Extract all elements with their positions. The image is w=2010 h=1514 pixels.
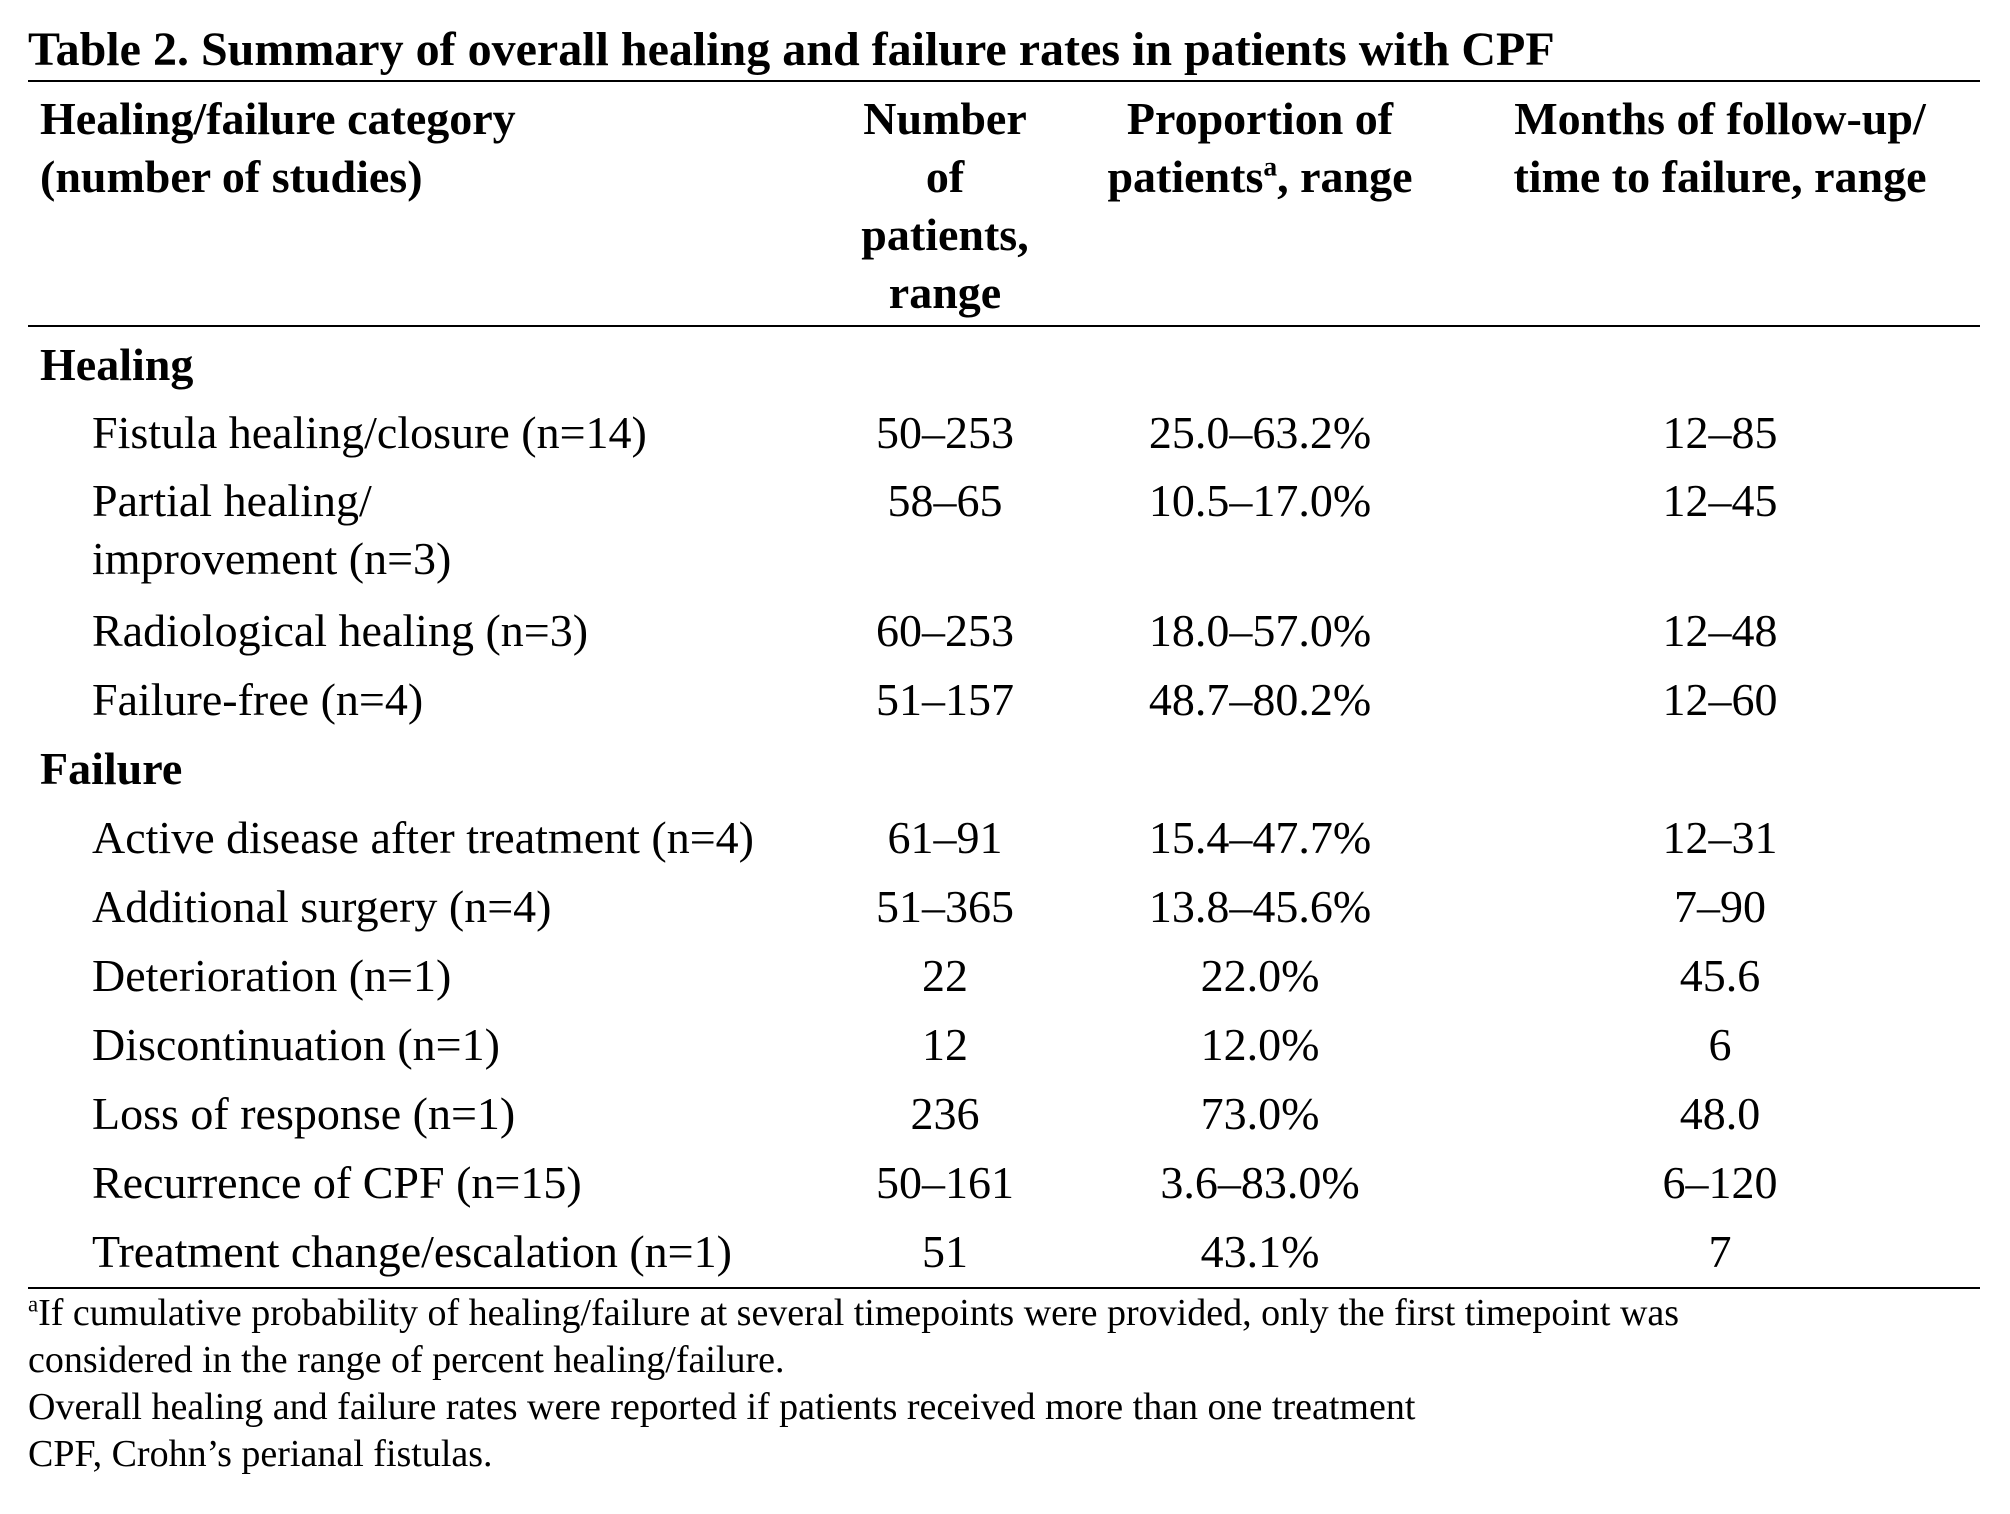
cell-category: Partial healing/ improvement (n=3): [92, 472, 832, 588]
footnote-treatment-note: Overall healing and failure rates were r…: [28, 1386, 1416, 1428]
section-label-failure: Failure: [40, 743, 183, 794]
cell-proportion: 3.6–83.0%: [1160, 1157, 1360, 1208]
cell-number: 51–157: [876, 674, 1014, 725]
header-number-line-3: patients,: [861, 209, 1029, 260]
cell-proportion: 10.5–17.0%: [1148, 475, 1372, 526]
cell-category: Treatment change/escalation (n=1): [92, 1226, 732, 1277]
cell-number: 12: [922, 1019, 968, 1070]
footnote-abbreviation: CPF, Crohn’s perianal fistulas.: [28, 1433, 493, 1475]
cell-number: 51–365: [876, 881, 1014, 932]
table-title: Table 2. Summary of overall healing and …: [28, 23, 1555, 76]
cell-category: Deterioration (n=1): [92, 950, 452, 1001]
cell-months: 7–90: [1674, 881, 1766, 932]
cell-category: Recurrence of CPF (n=15): [92, 1157, 582, 1208]
cell-proportion: 73.0%: [1200, 1088, 1320, 1139]
cell-proportion: 48.7–80.2%: [1148, 674, 1372, 725]
cell-number: 58–65: [887, 475, 1003, 526]
cell-number: 61–91: [887, 812, 1003, 863]
header-category-line-1: Healing/failure category: [40, 93, 516, 144]
section-label-healing: Healing: [40, 339, 194, 390]
cell-proportion: 18.0–57.0%: [1148, 605, 1372, 656]
header-number-of-patients: Number of patients, range: [830, 90, 1060, 322]
header-months: Months of follow-up/ time to failure, ra…: [1460, 90, 1980, 206]
footnote-marker-a: a: [1263, 150, 1278, 182]
cell-category: Failure-free (n=4): [92, 674, 424, 725]
header-proportion-line-2: patientsa, range: [1070, 148, 1450, 206]
table-footnotes: aIf cumulative probability of healing/fa…: [28, 1290, 1978, 1478]
cell-number: 50–253: [876, 407, 1014, 458]
header-months-line-1: Months of follow-up/: [1514, 93, 1926, 144]
cell-category-line-2: improvement (n=3): [92, 533, 452, 584]
cell-months: 6: [1708, 1019, 1732, 1070]
header-number-line-2: of: [925, 151, 965, 202]
cell-months: 12–45: [1662, 475, 1778, 526]
cell-category: Discontinuation (n=1): [92, 1019, 500, 1070]
header-category-line-2: (number of studies): [40, 151, 423, 202]
cell-months: 12–60: [1662, 674, 1778, 725]
cell-proportion: 25.0–63.2%: [1148, 407, 1372, 458]
header-proportion-line-1: Proportion of: [1126, 93, 1394, 144]
cell-category: Active disease after treatment (n=4): [92, 812, 754, 863]
bottom-rule: [28, 1287, 1980, 1289]
cell-number: 22: [922, 950, 968, 1001]
header-proportion: Proportion of patientsa, range: [1070, 90, 1450, 206]
cell-category: Loss of response (n=1): [92, 1088, 516, 1139]
cell-months: 12–85: [1662, 407, 1778, 458]
cell-months: 6–120: [1662, 1157, 1778, 1208]
header-rule: [28, 325, 1980, 327]
footnote-a-line-1: If cumulative probability of healing/fai…: [38, 1292, 1680, 1334]
footnote-a-continued: considered in the range of percent heali…: [28, 1339, 785, 1381]
cell-number: 60–253: [876, 605, 1014, 656]
cell-months: 12–31: [1662, 812, 1778, 863]
header-proportion-word: patients: [1107, 151, 1264, 202]
cell-category: Additional surgery (n=4): [92, 881, 552, 932]
cell-number: 51: [922, 1226, 968, 1277]
cell-proportion: 43.1%: [1200, 1226, 1320, 1277]
footnote-a-marker: a: [28, 1291, 39, 1317]
cell-number: 50–161: [876, 1157, 1014, 1208]
cell-months: 48.0: [1679, 1088, 1761, 1139]
cell-category: Fistula healing/closure (n=14): [92, 407, 647, 458]
top-rule: [28, 80, 1980, 82]
cell-proportion: 22.0%: [1200, 950, 1320, 1001]
cell-category: Radiological healing (n=3): [92, 605, 589, 656]
header-number-line-4: range: [888, 267, 1002, 318]
cell-months: 12–48: [1662, 605, 1778, 656]
cell-proportion: 12.0%: [1200, 1019, 1320, 1070]
header-number-line-1: Number: [863, 93, 1027, 144]
cell-months: 45.6: [1679, 950, 1761, 1001]
cell-months: 7: [1708, 1226, 1732, 1277]
cell-category-line-1: Partial healing/: [92, 475, 372, 526]
footnote-a: aIf cumulative probability of healing/fa…: [28, 1290, 1978, 1337]
header-category: Healing/failure category (number of stud…: [40, 90, 800, 206]
header-proportion-suffix: , range: [1277, 151, 1413, 202]
cell-number: 236: [910, 1088, 980, 1139]
cell-proportion: 13.8–45.6%: [1148, 881, 1372, 932]
cell-proportion: 15.4–47.7%: [1148, 812, 1372, 863]
header-months-line-2: time to failure, range: [1513, 151, 1927, 202]
